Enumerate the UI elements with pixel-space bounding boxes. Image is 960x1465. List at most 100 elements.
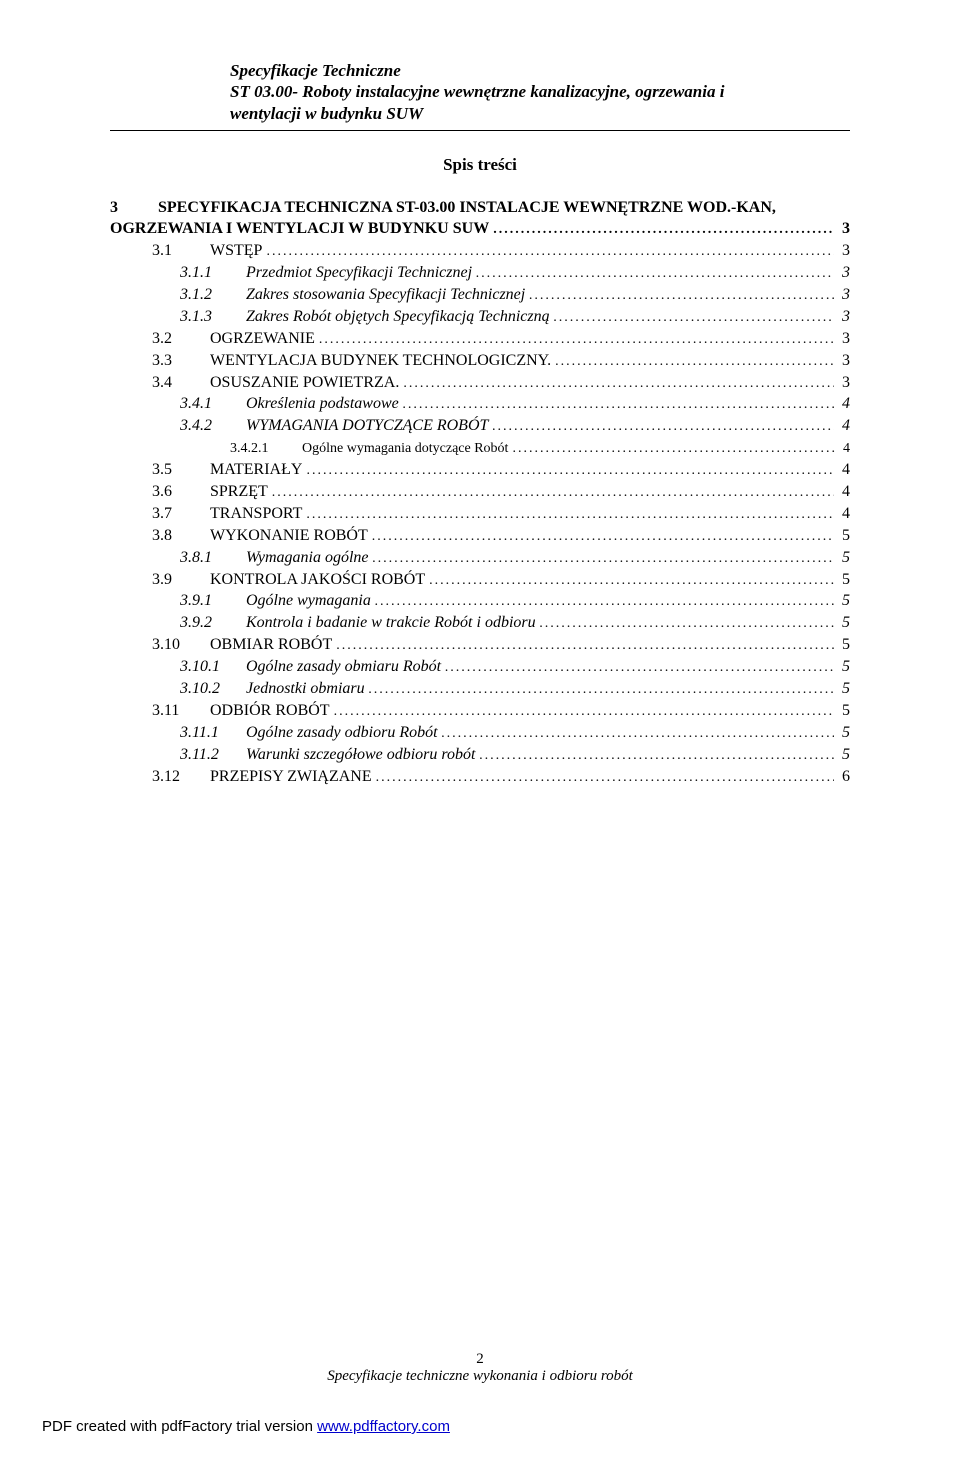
- toc-page: 5: [838, 700, 850, 722]
- toc-page: 5: [838, 656, 850, 678]
- toc-page: 5: [838, 678, 850, 700]
- toc-page: 5: [838, 590, 850, 612]
- toc-num: 3.1.1: [180, 262, 246, 284]
- toc-page: 5: [838, 612, 850, 634]
- toc-leader: [512, 437, 835, 459]
- toc-label: Przedmiot Specyfikacji Technicznej: [246, 262, 472, 284]
- toc-leader: [554, 306, 834, 328]
- toc-label: WENTYLACJA BUDYNEK TECHNOLOGICZNY.: [210, 350, 551, 372]
- toc-leader: [375, 590, 834, 612]
- toc-leader: [334, 700, 834, 722]
- toc-entry: 3.7TRANSPORT 4: [110, 503, 850, 525]
- toc-num: 3.7: [152, 503, 210, 525]
- header-rule: [110, 130, 850, 131]
- toc-label: Zakres Robót objętych Specyfikacją Techn…: [246, 306, 550, 328]
- toc-page: 3: [838, 372, 850, 394]
- toc-num: 3.9: [152, 569, 210, 591]
- toc-entry: 3.11.2Warunki szczegółowe odbioru robót5: [110, 744, 850, 766]
- toc-num: 3.2: [152, 328, 210, 350]
- toc-label: Jednostki obmiaru: [246, 678, 365, 700]
- toc-page: 4: [838, 503, 850, 525]
- toc-page: 4: [838, 459, 850, 481]
- toc-leader: [445, 656, 834, 678]
- toc-leader: [369, 678, 834, 700]
- toc-page: 5: [838, 569, 850, 591]
- toc-label: Ogólne zasady odbioru Robót: [246, 722, 438, 744]
- toc-leader: [476, 262, 834, 284]
- toc-page: 4: [839, 440, 850, 459]
- toc-num: 3.9.1: [180, 590, 246, 612]
- pdf-notice-link[interactable]: www.pdffactory.com: [317, 1418, 450, 1435]
- toc-page: 5: [838, 722, 850, 744]
- toc-leader: [540, 612, 834, 634]
- toc-num: 3.8.1: [180, 547, 246, 569]
- toc-num: 3.9.2: [180, 612, 246, 634]
- toc-leader: [373, 547, 834, 569]
- toc-leader: [336, 634, 834, 656]
- toc-page: 4: [838, 481, 850, 503]
- toc-label: Ogólne zasady obmiaru Robót: [246, 656, 441, 678]
- toc-entry: 3.8WYKONANIE ROBÓT 5: [110, 525, 850, 547]
- toc-entry: 3.10.1Ogólne zasady obmiaru Robót5: [110, 656, 850, 678]
- toc-num: 3.1.3: [180, 306, 246, 328]
- toc-label: Określenia podstawowe: [246, 393, 399, 415]
- toc-label: OGRZEWANIE: [210, 328, 315, 350]
- toc-entry: 3.9.2Kontrola i badanie w trakcie Robót …: [110, 612, 850, 634]
- toc-page: 4: [838, 393, 850, 415]
- toc-label: OGRZEWANIA I WENTYLACJI W BUDYNKU SUW: [110, 218, 489, 240]
- toc-leader: [306, 503, 834, 525]
- toc-entry: 3.11.1Ogólne zasady odbioru Robót 5: [110, 722, 850, 744]
- toc-num: 3.4.2: [180, 415, 246, 437]
- toc-entry: 3.6SPRZĘT 4: [110, 481, 850, 503]
- toc-num: 3: [110, 197, 158, 219]
- header-line-1: Specyfikacje Techniczne: [230, 60, 850, 81]
- toc-label: WYKONANIE ROBÓT: [210, 525, 368, 547]
- toc-entry: 3.4.2.1Ogólne wymagania dotyczące Robót4: [110, 437, 850, 459]
- toc-label: Ogólne wymagania dotyczące Robót: [302, 440, 508, 459]
- toc-label: OBMIAR ROBÓT: [210, 634, 332, 656]
- toc-page: 6: [838, 766, 850, 788]
- toc-leader: [555, 350, 834, 372]
- toc-num: 3.4.1: [180, 393, 246, 415]
- toc-label: ODBIÓR ROBÓT: [210, 700, 330, 722]
- toc-label: SPECYFIKACJA TECHNICZNA ST-03.00 INSTALA…: [158, 197, 776, 219]
- toc-leader: [492, 415, 834, 437]
- toc-leader: [403, 393, 834, 415]
- toc-entry: 3.1.1Przedmiot Specyfikacji Technicznej 3: [110, 262, 850, 284]
- toc-label: Wymagania ogólne: [246, 547, 369, 569]
- toc-label: TRANSPORT: [210, 503, 302, 525]
- toc-entry: 3.2OGRZEWANIE3: [110, 328, 850, 350]
- toc-entry: 3.3WENTYLACJA BUDYNEK TECHNOLOGICZNY.3: [110, 350, 850, 372]
- toc-entry: 3.10.2Jednostki obmiaru 5: [110, 678, 850, 700]
- toc-num: 3.3: [152, 350, 210, 372]
- toc-entry: 3.1.2Zakres stosowania Specyfikacji Tech…: [110, 284, 850, 306]
- toc-page: 3: [838, 240, 850, 262]
- toc-num: 3.5: [152, 459, 210, 481]
- toc-num: 3.11.1: [180, 722, 246, 744]
- toc-label: WSTĘP: [210, 240, 262, 262]
- pdf-notice: PDF created with pdfFactory trial versio…: [42, 1418, 450, 1435]
- toc-num: 3.10: [152, 634, 210, 656]
- toc-page: 3: [838, 262, 850, 284]
- toc-label: Zakres stosowania Specyfikacji Techniczn…: [246, 284, 525, 306]
- toc-page: 5: [838, 634, 850, 656]
- toc-num: 3.8: [152, 525, 210, 547]
- toc-label: WYMAGANIA DOTYCZĄCE ROBÓT: [246, 415, 488, 437]
- pdf-notice-prefix: PDF created with pdfFactory trial versio…: [42, 1418, 317, 1435]
- toc-page: 5: [838, 547, 850, 569]
- toc-entry: 3.11ODBIÓR ROBÓT 5: [110, 700, 850, 722]
- toc-num: 3.6: [152, 481, 210, 503]
- toc-num: 3.10.2: [180, 678, 246, 700]
- toc-page: 4: [838, 415, 850, 437]
- toc-page: 5: [838, 525, 850, 547]
- header-line-2: ST 03.00- Roboty instalacyjne wewnętrzne…: [230, 81, 850, 102]
- toc-label: SPRZĘT: [210, 481, 268, 503]
- toc-entry: 3.4.2WYMAGANIA DOTYCZĄCE ROBÓT 4: [110, 415, 850, 437]
- toc-leader: [272, 481, 834, 503]
- toc-entry: 3.9.1Ogólne wymagania5: [110, 590, 850, 612]
- table-of-contents: 3SPECYFIKACJA TECHNICZNA ST-03.00 INSTAL…: [110, 197, 850, 788]
- toc-num: 3.11: [152, 700, 210, 722]
- page-number: 2: [0, 1351, 960, 1368]
- toc-entry: 3.8.1Wymagania ogólne 5: [110, 547, 850, 569]
- toc-label: Kontrola i badanie w trakcie Robót i odb…: [246, 612, 536, 634]
